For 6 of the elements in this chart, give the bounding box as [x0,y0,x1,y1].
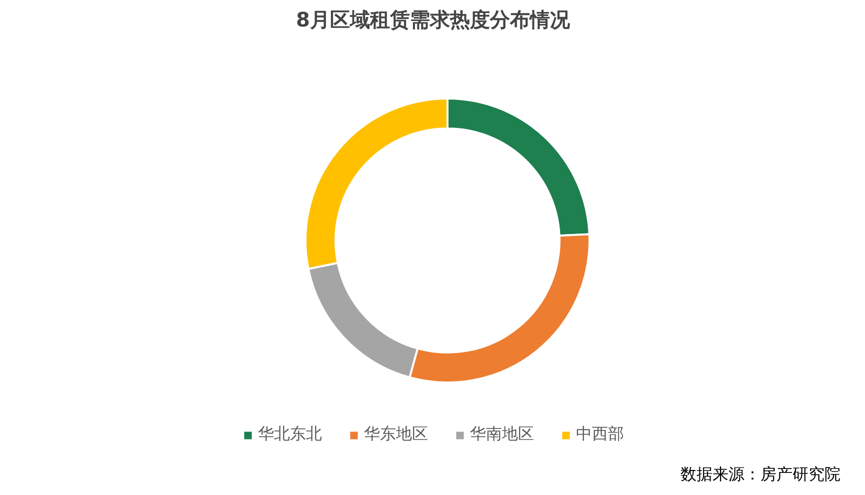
source-note: 数据来源：房产研究院 [680,464,840,484]
legend-label: 中西部 [576,424,624,445]
legend-label: 华东地区 [364,424,428,445]
legend-label: 华南地区 [470,424,534,445]
chart-title: 8月区域租赁需求热度分布情况 [296,8,571,32]
legend-label: 华北东北 [258,424,322,445]
